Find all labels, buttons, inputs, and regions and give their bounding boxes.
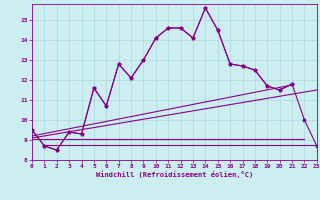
X-axis label: Windchill (Refroidissement éolien,°C): Windchill (Refroidissement éolien,°C) [96, 171, 253, 178]
